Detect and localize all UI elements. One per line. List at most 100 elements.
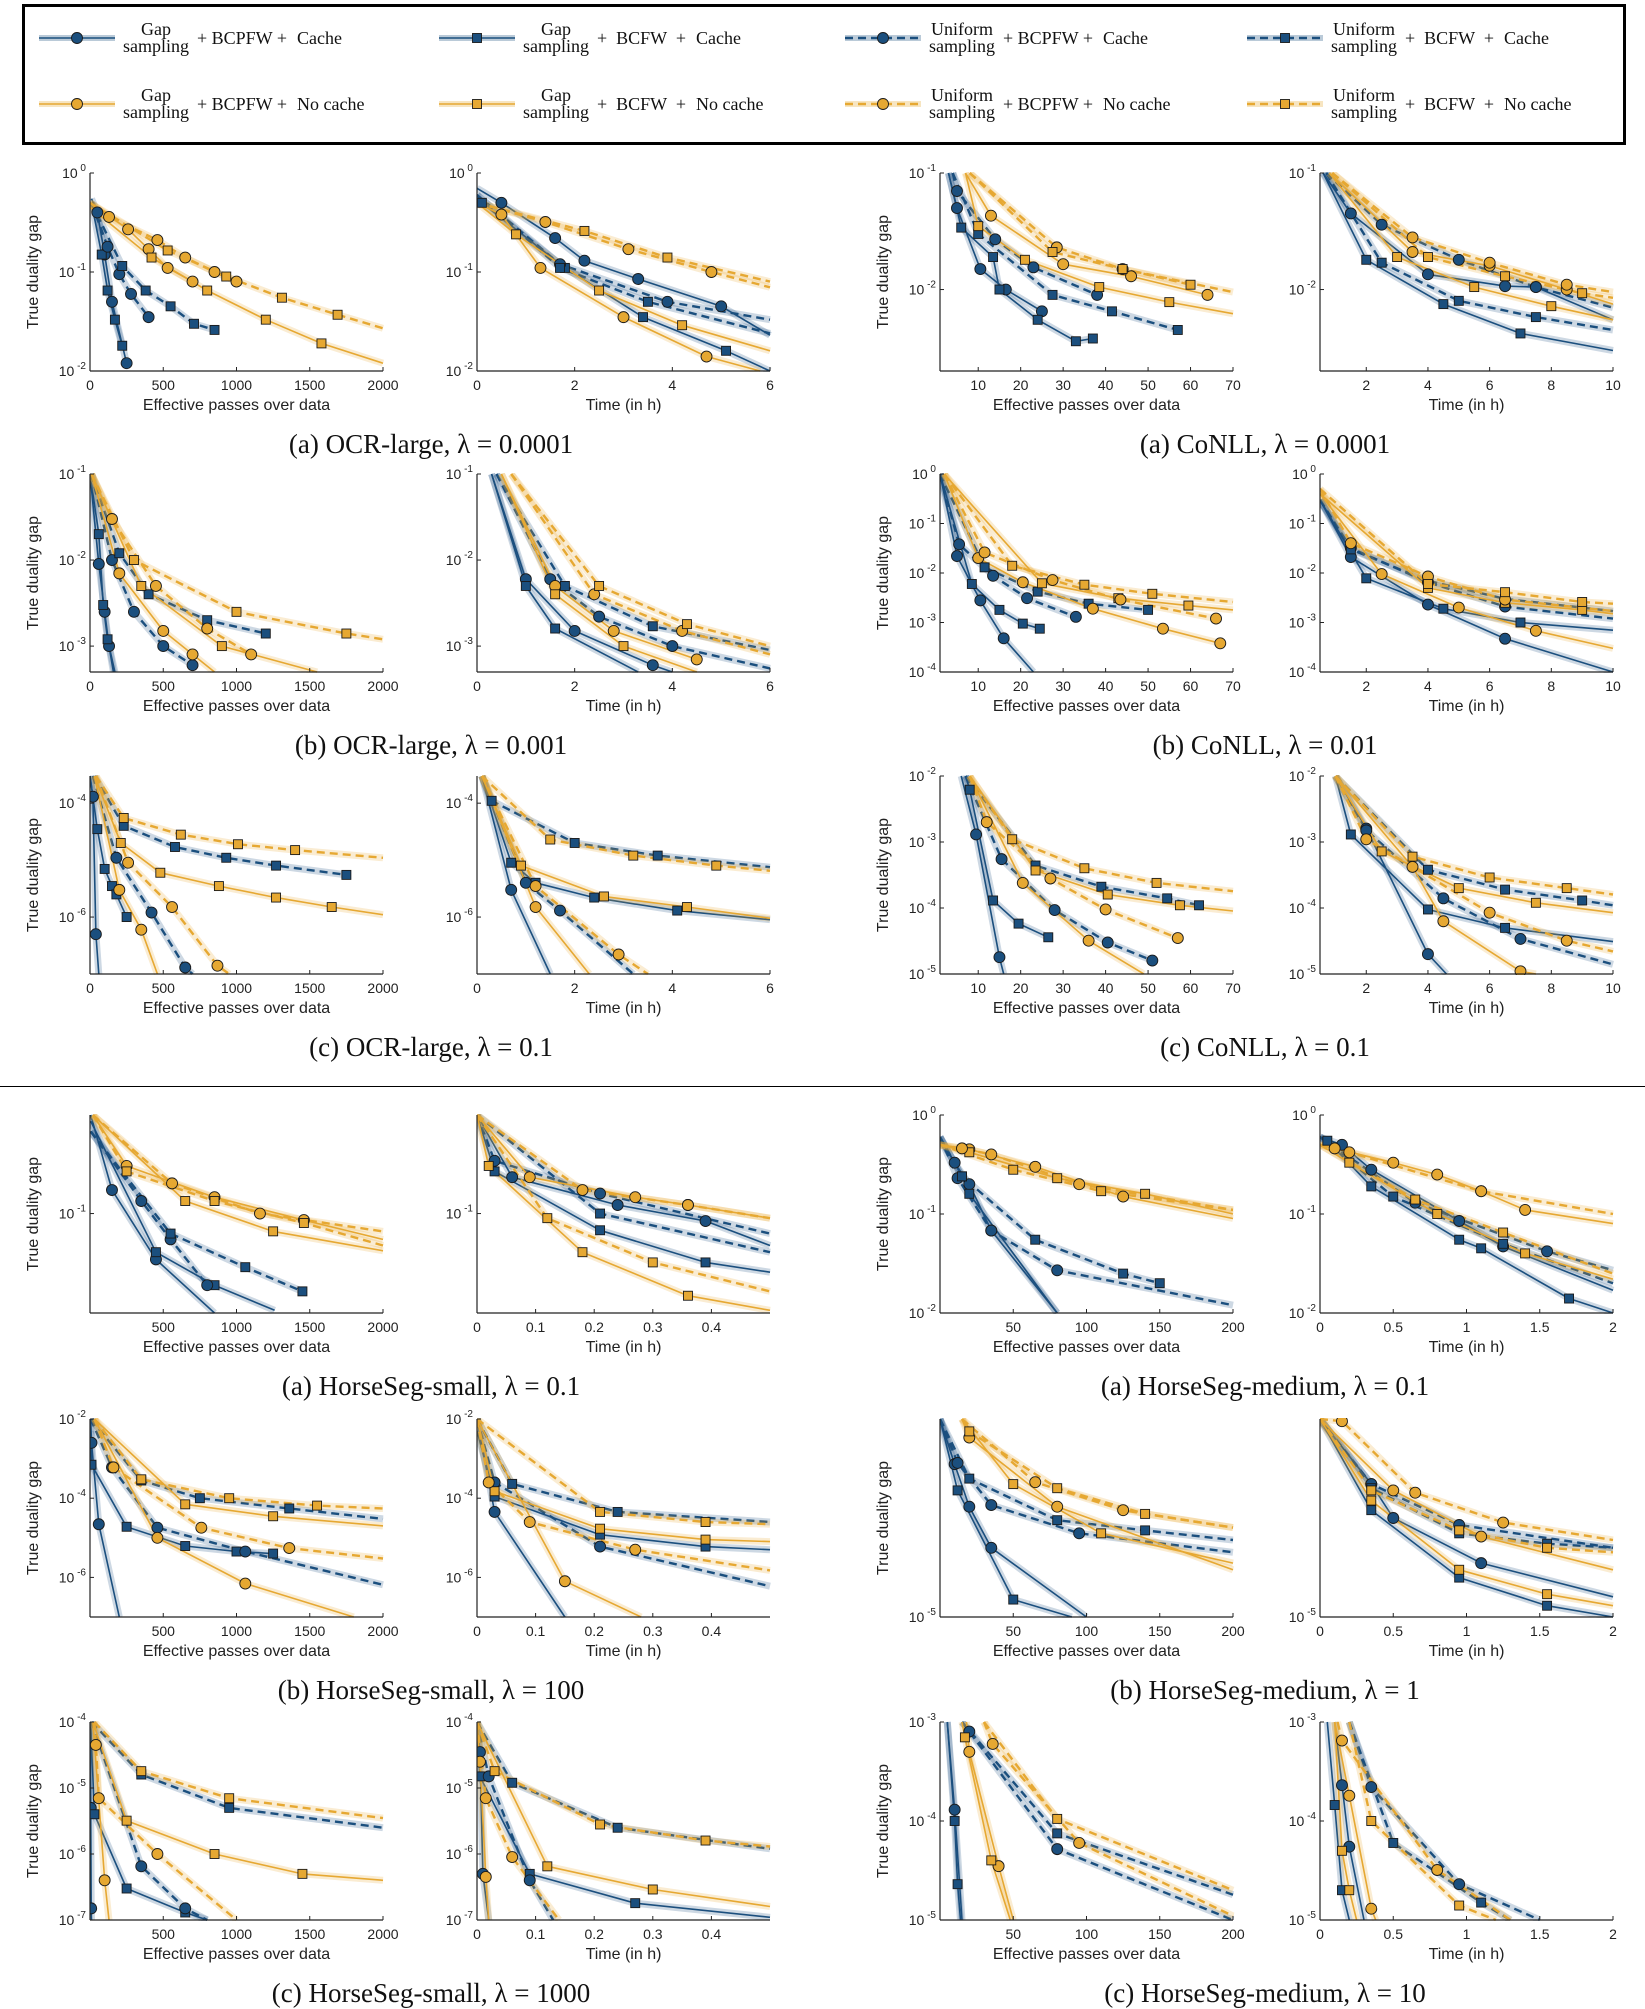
y-tick-label: 10 -1	[59, 262, 87, 280]
data-point-square	[1577, 895, 1588, 906]
x-tick-label: 0	[1316, 1319, 1324, 1335]
series-line	[90, 1721, 208, 1921]
x-tick-label: 8	[1547, 980, 1555, 996]
data-point-square	[595, 1819, 606, 1830]
series-line	[90, 206, 384, 364]
data-point-square	[682, 902, 692, 912]
x-tick-label: 0.1	[526, 1319, 546, 1335]
data-point-square	[96, 249, 107, 260]
data-point-circle	[1171, 932, 1184, 945]
x-tick-label: 0.5	[1384, 1623, 1404, 1639]
data-point-circle	[549, 232, 562, 245]
data-point-square	[1476, 1897, 1487, 1908]
data-point-circle	[211, 959, 224, 972]
legend-sampling: Uniform	[931, 85, 993, 105]
chart-panel: 2 4 6 8 10 10 -2 10 -1 Time (in h)	[1289, 163, 1621, 414]
data-point-circle	[98, 1874, 111, 1887]
plot-area	[90, 1114, 384, 1314]
x-tick-label: 0	[473, 1926, 481, 1942]
data-point-square	[1422, 864, 1433, 875]
data-point-square	[1388, 1838, 1399, 1848]
data-point-circle	[1073, 1527, 1086, 1540]
x-tick-label: 30	[1055, 678, 1071, 694]
data-point-square	[312, 1500, 323, 1511]
y-tick-label: 10 -6	[59, 1844, 87, 1862]
x-tick-label: 1500	[294, 1319, 325, 1335]
x-axis-label: Effective passes over data	[143, 1643, 330, 1660]
x-axis-label: Effective passes over data	[993, 1643, 1180, 1660]
data-point-square	[964, 784, 975, 795]
y-tick-label: 10 -4	[909, 898, 937, 916]
data-point-square	[956, 222, 967, 233]
legend-line-square-icon	[439, 99, 515, 109]
data-point-square	[628, 850, 639, 861]
data-point-circle	[135, 923, 148, 936]
x-tick-label: 0	[473, 1319, 481, 1335]
chart-panel: 0 2 4 6 10 -2 10 -1 10 0 Time (in h)	[446, 163, 774, 414]
legend-line-circle-icon	[39, 32, 115, 44]
series-line	[1348, 1721, 1497, 1921]
data-point-square	[121, 1883, 132, 1894]
data-point-square	[1185, 279, 1196, 290]
data-point-square	[1087, 333, 1098, 344]
data-point-square	[700, 1534, 711, 1545]
x-tick-label: 1000	[221, 1926, 252, 1942]
data-point-circle	[1437, 892, 1450, 905]
data-point-circle	[985, 1224, 998, 1237]
x-tick-label: 0	[473, 980, 481, 996]
y-tick-label: 10 -1	[1289, 514, 1317, 532]
x-axis-label: Effective passes over data	[993, 397, 1180, 414]
data-point-square	[612, 1822, 623, 1833]
data-point-circle	[951, 202, 963, 215]
y-tick-label: 10 -5	[1289, 1910, 1317, 1928]
plot-area	[477, 1114, 772, 1314]
data-point-circle	[985, 1499, 998, 1512]
data-point-circle	[523, 1171, 536, 1184]
data-point-square	[1280, 99, 1290, 109]
figure-caption: (b) CoNLL, λ = 0.01	[1152, 730, 1378, 760]
plot-area	[940, 1135, 1234, 1314]
data-point-circle	[179, 1902, 192, 1915]
y-tick-label: 10 -4	[1289, 898, 1317, 916]
data-point-square	[559, 581, 570, 591]
data-point-circle	[699, 1215, 712, 1227]
chart-panel: 0 0.5 1 1.5 2 10 -2 10 -1 10 0 Time (in h)	[1289, 1105, 1617, 1356]
data-point-square	[1030, 1234, 1041, 1245]
data-point-circle	[1046, 574, 1059, 587]
data-point-circle	[1099, 903, 1112, 916]
data-point-square	[1174, 900, 1185, 911]
data-point-square	[489, 1166, 500, 1177]
legend-cache: No cache	[1504, 93, 1572, 114]
x-axis-label: Effective passes over data	[993, 1339, 1180, 1356]
data-point-square	[642, 296, 653, 307]
data-point-circle	[125, 288, 137, 300]
x-tick-label: 1.5	[1530, 1319, 1550, 1335]
y-tick-label: 10 0	[912, 464, 936, 482]
x-tick-label: 60	[1183, 678, 1199, 694]
x-tick-label: 0.3	[643, 1926, 663, 1942]
data-point-circle	[1514, 965, 1527, 975]
data-point-square	[284, 1503, 295, 1514]
y-tick-label: 10 -2	[446, 361, 474, 379]
series-line	[1320, 1418, 1614, 1549]
data-point-square	[618, 641, 629, 652]
data-point-square	[1032, 586, 1043, 597]
x-tick-label: 0.4	[702, 1623, 722, 1639]
data-point-circle	[576, 1184, 589, 1196]
data-point-square	[1034, 623, 1045, 634]
data-point-circle	[482, 1476, 495, 1489]
data-point-circle	[715, 300, 728, 313]
y-tick-label: 10 -2	[446, 1409, 474, 1427]
x-tick-label: 30	[1055, 377, 1071, 393]
data-point-circle	[151, 1531, 164, 1544]
data-point-square	[1043, 932, 1054, 943]
series-line	[90, 202, 215, 332]
figure-caption: (b) HorseSeg-medium, λ = 1	[1110, 1675, 1420, 1705]
data-point-square	[1577, 597, 1588, 607]
data-point-circle	[974, 263, 987, 275]
data-point-square	[1530, 312, 1541, 323]
x-tick-label: 1.5	[1530, 1623, 1550, 1639]
y-axis-label: True duality gap	[25, 1157, 42, 1271]
legend-solver: + BCPFW +	[197, 93, 287, 114]
x-tick-label: 0	[1316, 1926, 1324, 1942]
